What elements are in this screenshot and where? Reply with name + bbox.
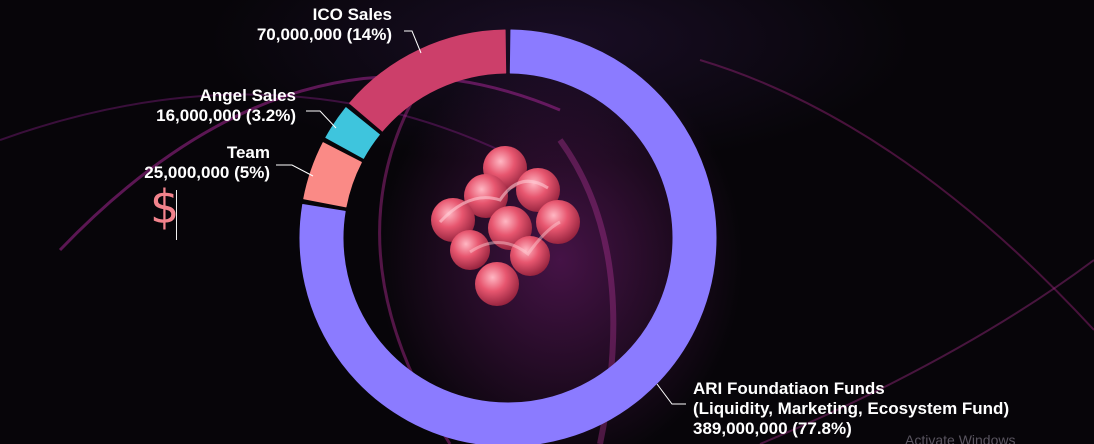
label-ari-name: ARI Foundatiaon Funds — [693, 379, 885, 398]
label-ari-value: 389,000,000 (77.8%) — [693, 419, 852, 438]
label-ico-sales: ICO Sales 70,000,000 (14%) — [220, 5, 392, 45]
text-cursor — [176, 190, 177, 240]
leader-line-ico — [404, 30, 422, 54]
dollar-sign-glyph: $ — [150, 180, 180, 234]
activate-windows-watermark: Activate Windows — [905, 432, 1016, 444]
leader-line-team — [276, 164, 314, 177]
leader-line-ari — [656, 383, 686, 405]
slice-ico-sales — [349, 29, 507, 132]
leader-line-angel — [306, 110, 337, 129]
label-team-name: Team — [226, 143, 270, 162]
label-team-value: 25,000,000 (5%) — [144, 163, 270, 182]
label-angel-sales-name: Angel Sales — [199, 86, 296, 105]
label-ico-sales-value: 70,000,000 (14%) — [256, 25, 392, 44]
slice-angel-sales — [325, 107, 380, 159]
ari-logo-icon — [431, 146, 580, 306]
label-ico-sales-name: ICO Sales — [312, 5, 392, 24]
slice-ari-foundation — [299, 29, 717, 444]
slice-team — [303, 142, 362, 208]
label-angel-sales: Angel Sales 16,000,000 (3.2%) — [120, 86, 296, 126]
label-ari-foundation: ARI Foundatiaon Funds (Liquidity, Market… — [693, 379, 1009, 439]
label-team: Team 25,000,000 (5%) — [110, 143, 270, 183]
label-ari-detail: (Liquidity, Marketing, Ecosystem Fund) — [693, 399, 1010, 418]
label-angel-sales-value: 16,000,000 (3.2%) — [156, 106, 296, 125]
